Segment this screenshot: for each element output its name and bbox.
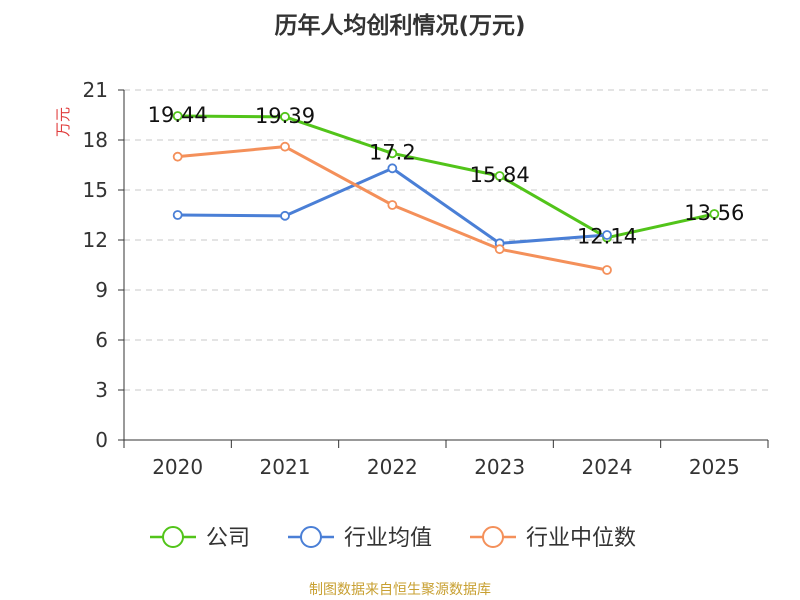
data-point — [387, 148, 398, 159]
data-point — [280, 141, 290, 152]
y-tick-label: 6 — [95, 328, 108, 352]
data-point — [172, 210, 183, 220]
data-label: 15.84 — [470, 163, 530, 187]
y-tick-label: 0 — [95, 428, 108, 452]
chart-title: 历年人均创利情况(万元) — [274, 12, 525, 39]
x-tick-label: 2024 — [582, 455, 633, 479]
legend[interactable]: 公司 行业均值 行业中位数 — [150, 526, 636, 551]
data-point — [494, 244, 505, 255]
y-tick-label: 12 — [83, 228, 108, 252]
grid-layer — [124, 89, 768, 391]
series-layer — [172, 111, 720, 275]
legend-item-2[interactable]: 行业中位数 — [470, 526, 636, 551]
y-axis-label: 万元 — [54, 107, 72, 137]
source-note: 制图数据来自恒生聚源数据库 — [309, 582, 491, 598]
data-label: 19.44 — [148, 103, 208, 127]
x-tick-label: 2020 — [152, 455, 203, 479]
x-tick-label: 2021 — [260, 455, 311, 479]
data-point — [494, 171, 505, 181]
data-point — [387, 200, 398, 210]
y-tick-label: 15 — [83, 178, 108, 202]
data-label-layer: 19.44 19.39 17.2 15.84 12.14 13.56 — [148, 103, 745, 249]
legend-label: 行业中位数 — [526, 526, 636, 551]
series-line-0 — [177, 114, 715, 240]
data-point — [602, 230, 612, 240]
data-label: 13.56 — [684, 201, 744, 225]
data-point — [172, 111, 183, 121]
legend-item-1[interactable]: 行业均值 — [288, 526, 432, 551]
data-point — [602, 265, 612, 275]
legend-marker-icon — [482, 526, 504, 548]
data-point — [172, 151, 183, 162]
y-tick-label: 18 — [83, 128, 108, 152]
legend-marker-icon — [300, 526, 322, 548]
legend-label: 行业均值 — [344, 526, 432, 551]
y-tick-label: 9 — [95, 278, 108, 302]
x-tick-label: 2025 — [689, 455, 740, 479]
data-label: 19.39 — [255, 104, 315, 128]
legend-label: 公司 — [206, 526, 250, 551]
data-point — [387, 163, 398, 174]
y-tick-label: 21 — [83, 78, 108, 102]
x-tick-label: 2022 — [367, 455, 418, 479]
data-label: 17.2 — [369, 140, 416, 164]
x-tick-label: 2023 — [474, 455, 525, 479]
data-point — [280, 111, 290, 122]
data-label: 12.14 — [577, 225, 637, 249]
data-point — [709, 209, 720, 219]
data-point — [280, 210, 290, 221]
y-tick-label: 3 — [95, 378, 108, 402]
legend-marker-icon — [162, 526, 184, 548]
axis-layer: 0 3 6 9 12 15 18 21 2020 2021 2022 2023 2024 2025 — [83, 78, 769, 479]
legend-item-0[interactable]: 公司 — [150, 526, 250, 551]
